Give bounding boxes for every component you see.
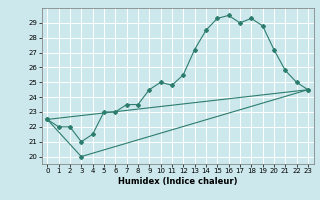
X-axis label: Humidex (Indice chaleur): Humidex (Indice chaleur) (118, 177, 237, 186)
